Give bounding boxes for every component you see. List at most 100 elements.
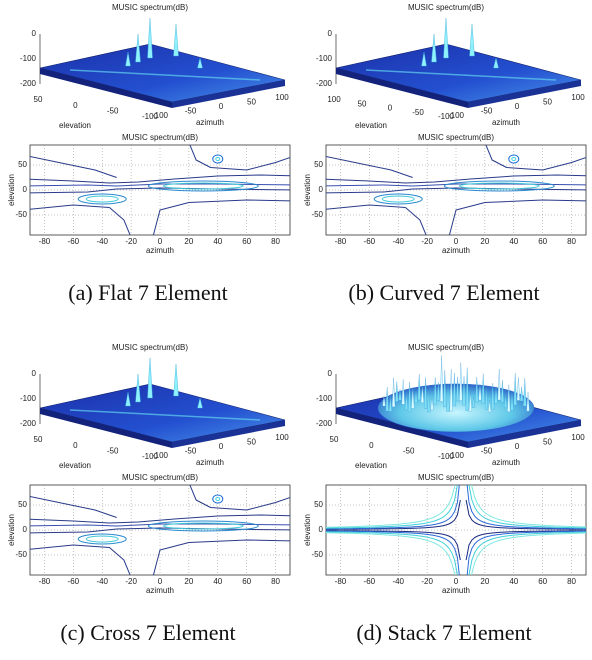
contour-xlabel: azimuth	[442, 246, 470, 255]
azimuth-tick-label: -50	[185, 447, 197, 456]
x-tick-label: 60	[242, 237, 251, 246]
x-tick-label: 80	[271, 577, 280, 586]
surface-side	[40, 68, 172, 108]
spike	[391, 377, 396, 407]
elevation-tick-label: -50	[403, 446, 415, 455]
contour-title: MUSIC spectrum(dB)	[418, 133, 494, 142]
contour-ring	[381, 195, 415, 203]
spike	[446, 383, 450, 412]
spike	[439, 355, 444, 402]
contour-line	[30, 204, 131, 235]
peak	[443, 17, 449, 59]
x-tick-label: 40	[509, 237, 518, 246]
azimuth-tick-label: 50	[543, 98, 552, 107]
z-tick-label: -200	[20, 79, 37, 88]
contour-ring	[215, 157, 221, 161]
ridge	[365, 69, 557, 81]
x-tick-label: 0	[158, 237, 163, 246]
elevation-tick-label: -100	[142, 452, 159, 461]
z-tick-label: 0	[32, 29, 37, 38]
surface-side	[172, 80, 285, 108]
spike	[523, 378, 527, 407]
contour-line	[189, 485, 290, 511]
contour-line	[189, 145, 290, 171]
contour-line	[468, 531, 586, 575]
azimuth-tick-label: -50	[185, 107, 197, 116]
contour-ylabel: elevation	[303, 514, 312, 546]
y-tick-label: 0	[23, 525, 28, 534]
elevation-tick-label: -100	[438, 452, 455, 461]
spike	[404, 393, 409, 411]
y-tick-label: -50	[15, 210, 27, 219]
azimuth-tick-label: 0	[219, 102, 224, 111]
x-tick-label: 80	[567, 237, 576, 246]
peak	[125, 51, 131, 67]
ridge	[69, 69, 261, 81]
x-tick-label: -60	[68, 577, 80, 586]
contour-ring	[508, 154, 520, 164]
contour-line	[30, 174, 290, 184]
contour-line	[326, 174, 586, 184]
spike	[519, 386, 524, 402]
spike	[452, 372, 457, 407]
azimuth-tick-label: -50	[481, 447, 493, 456]
peak	[173, 363, 179, 397]
contour-xlabel: azimuth	[442, 586, 470, 595]
azimuth-tick-label: -100	[152, 451, 169, 460]
contour-line	[30, 155, 117, 178]
surface-title: MUSIC spectrum(dB)	[408, 343, 484, 352]
spike	[455, 376, 460, 402]
contour-ring	[458, 182, 540, 190]
z-tick-label: 0	[328, 29, 333, 38]
x-tick-label: -60	[68, 237, 80, 246]
peak	[197, 397, 203, 409]
x-tick-label: 40	[213, 237, 222, 246]
panel: MUSIC spectrum(dB)0-100-200500-50-100-10…	[7, 343, 291, 645]
contour-line	[485, 145, 586, 171]
contour-ring	[162, 182, 244, 190]
spike	[427, 389, 431, 413]
x-tick-label: -20	[421, 577, 433, 586]
ridge	[69, 409, 261, 421]
contour-ylabel: elevation	[7, 174, 16, 206]
contour-line	[326, 531, 458, 575]
contour-ring	[162, 522, 244, 530]
contour-line	[466, 530, 586, 575]
elevation-tick-label: 50	[330, 435, 339, 444]
surface-title: MUSIC spectrum(dB)	[408, 3, 484, 12]
contour-title: MUSIC spectrum(dB)	[122, 133, 198, 142]
spike	[401, 379, 405, 405]
spike	[459, 362, 463, 401]
z-tick-label: -200	[316, 79, 333, 88]
contour-ring	[77, 533, 127, 545]
spike	[481, 373, 485, 404]
mound	[377, 383, 535, 433]
x-tick-label: -20	[421, 237, 433, 246]
peak	[469, 23, 475, 57]
contour-ylabel: elevation	[7, 514, 16, 546]
x-tick-label: 80	[271, 237, 280, 246]
elevation-tick-label: 0	[73, 101, 78, 110]
x-tick-label: 60	[538, 237, 547, 246]
spike	[430, 396, 434, 411]
spike	[487, 399, 492, 413]
x-tick-label: -40	[96, 237, 108, 246]
x-tick-label: 60	[242, 577, 251, 586]
z-tick-label: -100	[316, 54, 333, 63]
y-tick-label: 50	[18, 500, 27, 509]
contour-ring	[77, 193, 127, 205]
contour-ring	[85, 535, 119, 543]
contour-line	[326, 485, 460, 530]
x-tick-label: -80	[335, 237, 347, 246]
contours	[30, 485, 290, 575]
x-tick-label: 20	[480, 237, 489, 246]
spike	[407, 381, 412, 413]
spike	[491, 383, 495, 410]
surface-side	[172, 420, 285, 448]
x-tick-label: 0	[454, 577, 459, 586]
peak	[147, 17, 153, 59]
contour-ring	[443, 180, 555, 192]
azimuth-tick-label: 0	[219, 442, 224, 451]
spike	[494, 386, 498, 404]
spike	[423, 377, 428, 409]
